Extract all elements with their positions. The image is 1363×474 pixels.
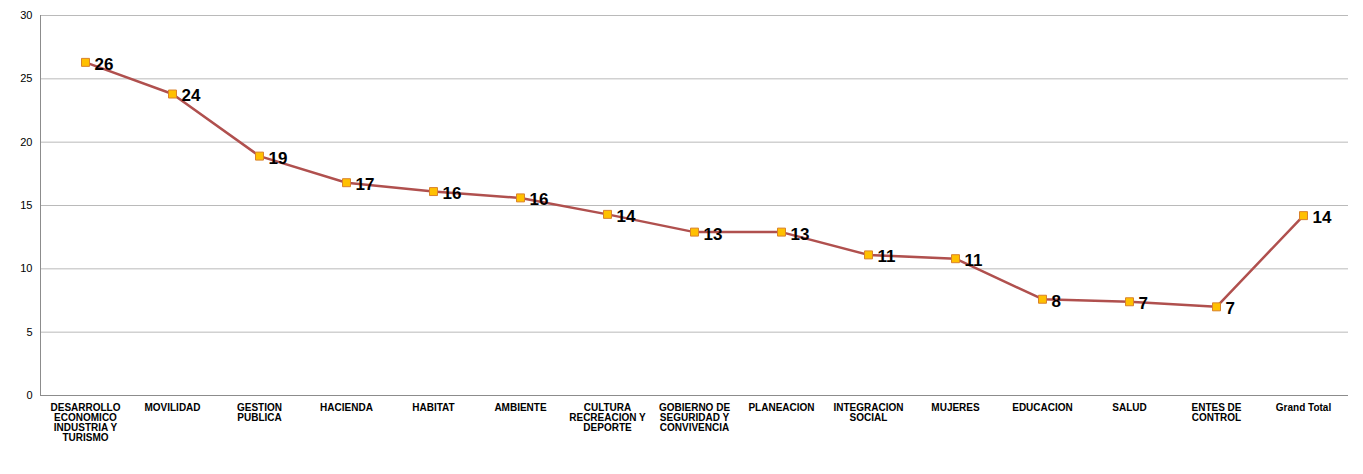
svg-text:SALUD: SALUD <box>1112 402 1146 413</box>
svg-text:5: 5 <box>26 326 32 338</box>
svg-text:GOBIERNO DESEGURIDAD YCONVIVEN: GOBIERNO DESEGURIDAD YCONVIVENCIA <box>659 402 730 433</box>
svg-text:Grand Total: Grand Total <box>1276 402 1332 413</box>
svg-text:19: 19 <box>269 149 288 168</box>
svg-text:13: 13 <box>704 225 723 244</box>
svg-text:7: 7 <box>1226 299 1235 318</box>
svg-text:24: 24 <box>182 86 201 105</box>
svg-text:17: 17 <box>356 175 375 194</box>
svg-text:MUJERES: MUJERES <box>931 402 980 413</box>
svg-text:MOVILIDAD: MOVILIDAD <box>144 402 200 413</box>
svg-text:DESARROLLOECONOMICOINDUSTRIA Y: DESARROLLOECONOMICOINDUSTRIA YTURISMO <box>51 402 121 443</box>
svg-text:EDUCACION: EDUCACION <box>1012 402 1073 413</box>
svg-text:10: 10 <box>20 262 32 274</box>
svg-text:20: 20 <box>20 136 32 148</box>
svg-text:11: 11 <box>878 247 896 266</box>
svg-text:26: 26 <box>95 55 114 74</box>
svg-text:HABITAT: HABITAT <box>412 402 454 413</box>
svg-text:GESTIONPUBLICA: GESTIONPUBLICA <box>237 402 282 423</box>
svg-text:7: 7 <box>1139 294 1148 313</box>
svg-text:INTEGRACIONSOCIAL: INTEGRACIONSOCIAL <box>834 402 904 423</box>
svg-text:AMBIENTE: AMBIENTE <box>494 402 547 413</box>
svg-text:30: 30 <box>20 9 32 21</box>
svg-text:13: 13 <box>791 225 810 244</box>
svg-text:ENTES DECONTROL: ENTES DECONTROL <box>1191 402 1241 423</box>
svg-text:16: 16 <box>443 184 462 203</box>
svg-text:8: 8 <box>1052 292 1061 311</box>
svg-text:25: 25 <box>20 72 32 84</box>
svg-text:14: 14 <box>617 207 636 226</box>
svg-text:15: 15 <box>20 199 32 211</box>
svg-text:0: 0 <box>26 389 32 401</box>
svg-text:HACIENDA: HACIENDA <box>320 402 373 413</box>
svg-text:PLANEACION: PLANEACION <box>748 402 814 413</box>
svg-text:CULTURARECREACION YDEPORTE: CULTURARECREACION YDEPORTE <box>569 402 646 433</box>
svg-text:14: 14 <box>1313 208 1332 227</box>
svg-text:16: 16 <box>530 190 549 209</box>
svg-text:11: 11 <box>965 251 983 270</box>
